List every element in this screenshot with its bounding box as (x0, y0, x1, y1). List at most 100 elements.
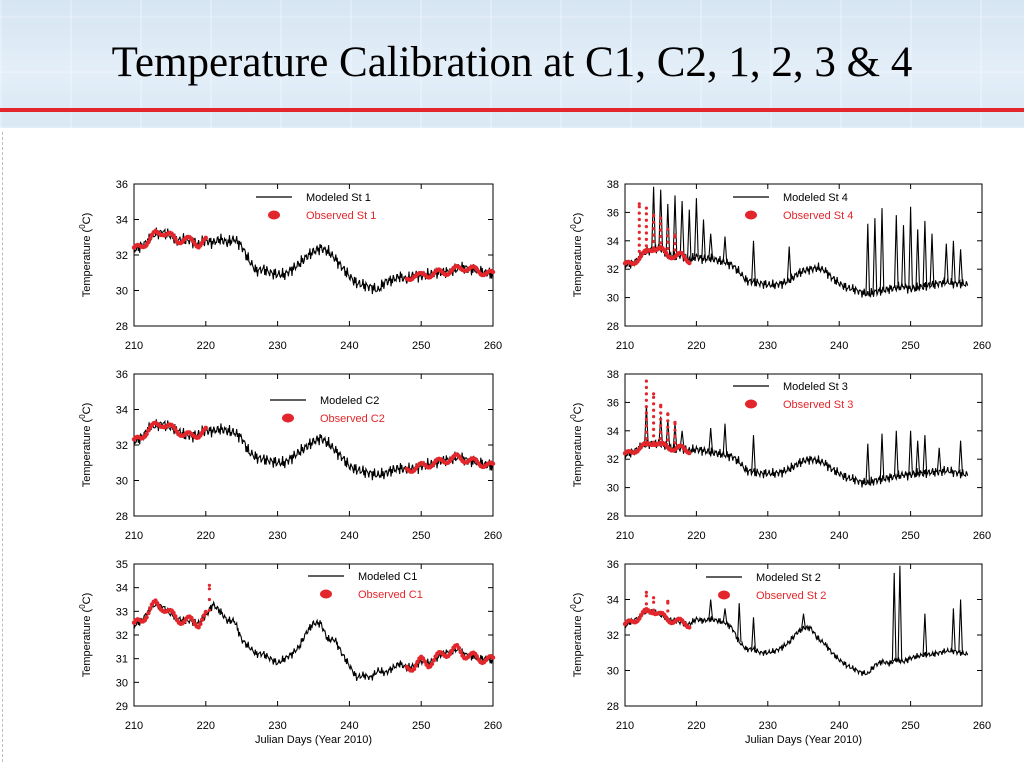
modeled-spike (943, 243, 949, 283)
observed-point (673, 420, 677, 424)
y-axis-title: Temperature (0C) (569, 213, 584, 298)
x-tick-label: 240 (340, 530, 358, 542)
modeled-spike (651, 186, 656, 248)
modeled-spike (908, 206, 913, 290)
x-axis-title: Julian Days (Year 2010) (745, 734, 862, 746)
observed-point (644, 417, 649, 421)
observed-point (659, 424, 663, 428)
y-tick-label: 34 (607, 236, 619, 248)
observed-point (207, 597, 211, 602)
modeled-spike (708, 233, 714, 258)
y-axis-title-main: Temperature ( (572, 608, 584, 677)
observed-point (659, 228, 663, 232)
modeled-spike (679, 200, 685, 256)
x-tick-label: 250 (901, 530, 919, 542)
observed-point (673, 248, 677, 252)
observed-point (659, 443, 663, 447)
modeled-spike (722, 608, 728, 623)
y-tick-label: 28 (116, 321, 128, 333)
observed-point (666, 247, 670, 251)
observed-point (644, 590, 649, 595)
observed-point (644, 437, 649, 441)
observed-point (666, 617, 670, 621)
modeled-spike (686, 209, 692, 261)
chart-st3: 210 220 230 240 250 260 28 30 32 34 36 38 Temperatur… (569, 369, 991, 542)
observed-point (148, 606, 153, 611)
modeled-spike (951, 608, 956, 652)
observed-point (207, 587, 211, 591)
chart-c1: 210 220 230 240 250 260 29 30 31 32 33 34 35 Temperat… (78, 559, 502, 746)
chart-st4: 210 220 230 240 250 260 28 30 32 34 36 38 Temperatur… (569, 179, 991, 352)
observed-point (201, 613, 207, 618)
x-tick-label: 230 (759, 530, 777, 542)
x-tick-label: 250 (901, 720, 919, 732)
modeled-spike (879, 433, 885, 480)
observed-point (673, 447, 677, 451)
modeled-spike (958, 249, 963, 284)
modeled-spike (786, 246, 792, 281)
observed-point (666, 432, 670, 436)
x-tick-label: 210 (616, 530, 634, 542)
y-axis-title-unit: C) (81, 213, 93, 225)
observed-point (431, 658, 436, 663)
observed-point (637, 217, 641, 222)
y-tick-label: 32 (607, 454, 619, 466)
modeled-spike (865, 223, 871, 295)
x-tick-label: 240 (830, 530, 848, 542)
x-tick-label: 230 (759, 720, 777, 732)
legend-modeled-label: Modeled St 1 (306, 192, 371, 204)
modeled-spike (891, 572, 897, 661)
observed-point (659, 430, 663, 434)
x-tick-label: 220 (687, 720, 705, 732)
observed-point (644, 206, 649, 210)
observed-point (191, 618, 196, 624)
observed-point (456, 645, 462, 651)
y-tick-label: 28 (607, 701, 619, 713)
observed-point (644, 231, 649, 235)
y-axis-title-sup: 0 (78, 604, 87, 609)
y-axis-title: Temperature (0C) (78, 213, 93, 298)
y-tick-label: 30 (607, 293, 619, 305)
modeled-spike (665, 203, 671, 256)
y-tick-label: 36 (116, 179, 128, 191)
legend-observed-swatch (718, 590, 730, 600)
x-tick-label: 230 (268, 340, 286, 352)
observed-point (666, 227, 670, 231)
y-tick-label: 34 (607, 595, 619, 607)
x-tick-label: 220 (197, 530, 215, 542)
y-axis-title-sup: 0 (78, 414, 87, 419)
legend-modeled-label: Modeled St 3 (783, 381, 848, 393)
chart-st1: 210 220 230 240 250 260 28 30 32 34 36 Temperature … (78, 179, 502, 352)
legend-observed-swatch (282, 413, 294, 423)
y-tick-label: 32 (116, 630, 128, 642)
y-tick-label: 30 (607, 666, 619, 678)
observed-point (652, 239, 656, 244)
x-tick-label: 260 (973, 720, 991, 732)
modeled-spike (751, 435, 756, 473)
observed-point (637, 224, 641, 228)
y-axis-title-unit: C) (572, 213, 584, 225)
observed-point (666, 240, 670, 244)
observed-point (659, 247, 663, 251)
modeled-spike (708, 427, 714, 453)
x-tick-label: 250 (412, 720, 430, 732)
modeled-spike (679, 430, 685, 448)
y-tick-label: 30 (607, 483, 619, 495)
observed-point (652, 434, 656, 438)
plot-frame (624, 373, 983, 517)
observed-point (637, 211, 641, 215)
observed-point (637, 616, 642, 621)
legend-observed-label: Observed St 4 (783, 210, 853, 222)
legend-modeled-label: Modeled St 2 (756, 572, 821, 584)
modeled-spike (951, 240, 956, 284)
y-tick-label: 32 (607, 264, 619, 276)
observed-point (644, 379, 649, 383)
x-tick-label: 210 (616, 720, 634, 732)
observed-point (652, 600, 656, 604)
y-tick-label: 38 (607, 369, 619, 381)
observed-point (203, 235, 208, 240)
legend-observed-label: Observed C1 (358, 589, 423, 601)
observed-point (652, 427, 656, 431)
observed-point (666, 419, 670, 423)
